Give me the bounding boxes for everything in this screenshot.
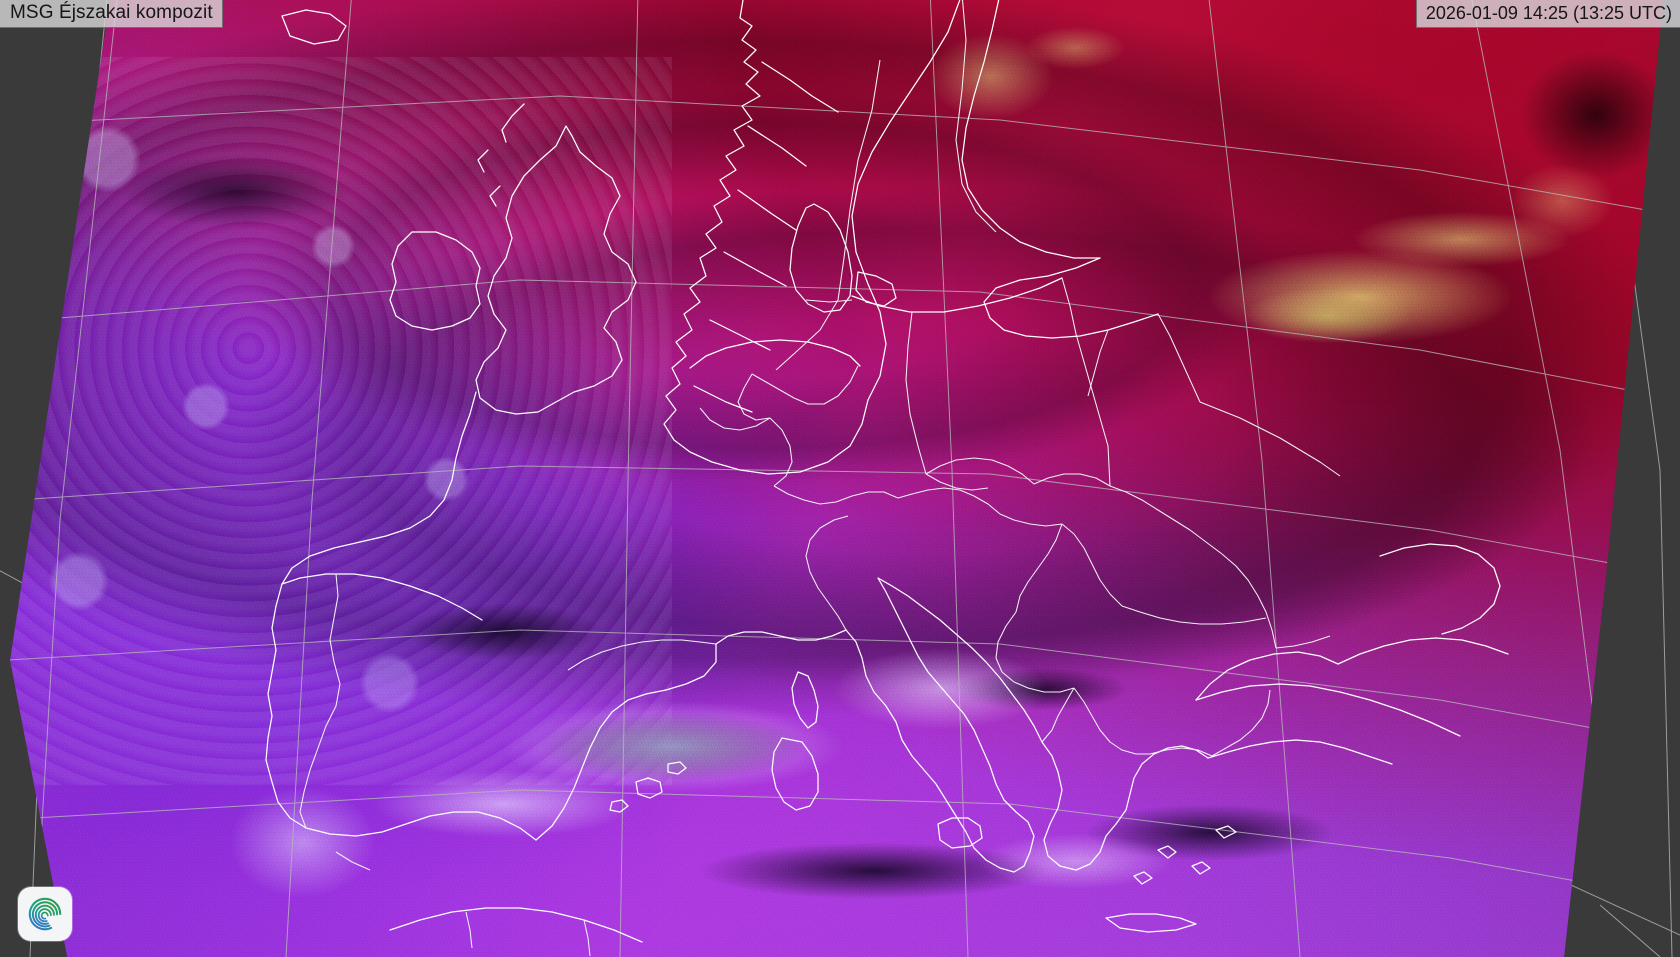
spiral-swirl-logo-icon — [28, 897, 62, 931]
country-border-paths — [299, 0, 1341, 957]
timestamp-label: 2026-01-09 14:25 (13:25 UTC) — [1415, 0, 1680, 28]
agency-logo[interactable] — [18, 887, 72, 941]
coastline-paths — [265, 0, 1509, 943]
product-title-label: MSG Éjszakai kompozit — [0, 0, 223, 28]
